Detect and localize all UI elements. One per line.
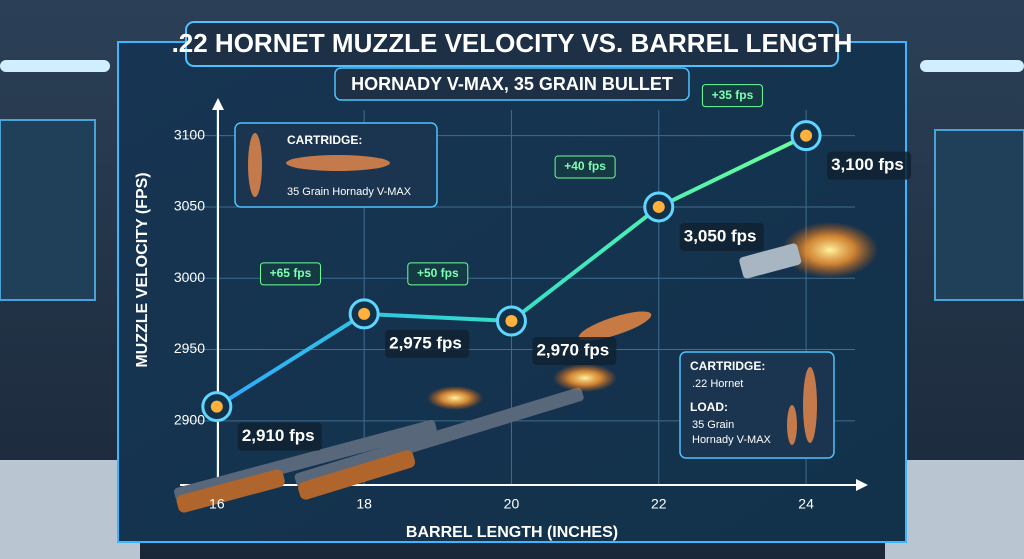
box-text: 35 Grain Hornady V-MAX (287, 186, 412, 198)
value-label: 2,975 fps (389, 333, 462, 352)
box-heading: CARTRIDGE: (690, 359, 765, 373)
data-point (800, 129, 813, 142)
box-heading: CARTRIDGE: (287, 133, 362, 147)
annotation: +40 fps (564, 159, 606, 173)
plot: 2,910 fps 2,975 fps 2,970 fps 3,050 fps 3,10… (201, 84, 912, 451)
chart-subtitle: HORNADY V-MAX, 35 GRAIN BULLET (351, 74, 673, 94)
title-box (185, 21, 839, 67)
value-label-bg (237, 422, 322, 451)
box-text: 35 Grain (692, 419, 734, 431)
x-tick-label: 16 (209, 496, 225, 512)
x-axis-label: BARREL LENGTH (INCHES) (406, 524, 618, 541)
bullet-icon (803, 367, 817, 443)
value-label-bg (827, 151, 912, 180)
y-axis-label: MUZZLE VELOCITY (FPS) (134, 172, 151, 367)
chart-title: .22 HORNET MUZZLE VELOCITY VS. BARREL LE… (172, 28, 853, 58)
annotation-bg (259, 262, 321, 286)
value-label-bg (532, 337, 617, 366)
value-label: 2,910 fps (242, 426, 315, 445)
data-point (505, 315, 518, 328)
annotation: +65 fps (270, 266, 312, 280)
bullet-icon (787, 405, 797, 445)
annotation: +35 fps (712, 88, 754, 102)
annotation-bg (554, 155, 616, 179)
rifle-illustrations (174, 222, 878, 513)
left-desk (0, 460, 140, 559)
right-monitor (934, 129, 1024, 301)
y-tick-label: 2900 (174, 412, 205, 428)
value-label: 3,050 fps (684, 226, 757, 245)
y-tick-label: 3000 (174, 269, 205, 285)
subtitle-box (334, 67, 690, 101)
annotation: +50 fps (417, 266, 459, 280)
right-desk (885, 460, 1024, 559)
ceiling-light (920, 60, 1024, 72)
box-text: Hornady V-MAX (692, 434, 772, 446)
x-tick-label: 20 (504, 496, 520, 512)
bullet-icon (248, 133, 262, 197)
x-axis-arrow (856, 479, 868, 491)
x-tick-label: 22 (651, 496, 667, 512)
value-label: 3,100 fps (831, 155, 904, 174)
value-label-bg (679, 222, 764, 251)
bullet-icon (286, 155, 390, 171)
value-label-bg (385, 329, 470, 358)
box-text: .22 Hornet (692, 378, 743, 390)
x-tick-label: 24 (798, 496, 814, 512)
ceiling-light (0, 60, 110, 72)
annotation-bg (701, 84, 763, 108)
y-tick-label: 3050 (174, 198, 205, 214)
y-tick-label: 3100 (174, 126, 205, 142)
left-monitor (0, 119, 96, 301)
y-axis-arrow (212, 98, 224, 110)
data-point (358, 307, 371, 320)
value-label: 2,970 fps (536, 341, 609, 360)
data-point (652, 200, 665, 213)
annotation-bg (407, 262, 469, 286)
y-tick-label: 2950 (174, 340, 205, 356)
plot-panel (117, 41, 907, 543)
x-tick-label: 18 (356, 496, 372, 512)
data-point (210, 400, 223, 413)
box-heading: LOAD: (690, 400, 728, 414)
